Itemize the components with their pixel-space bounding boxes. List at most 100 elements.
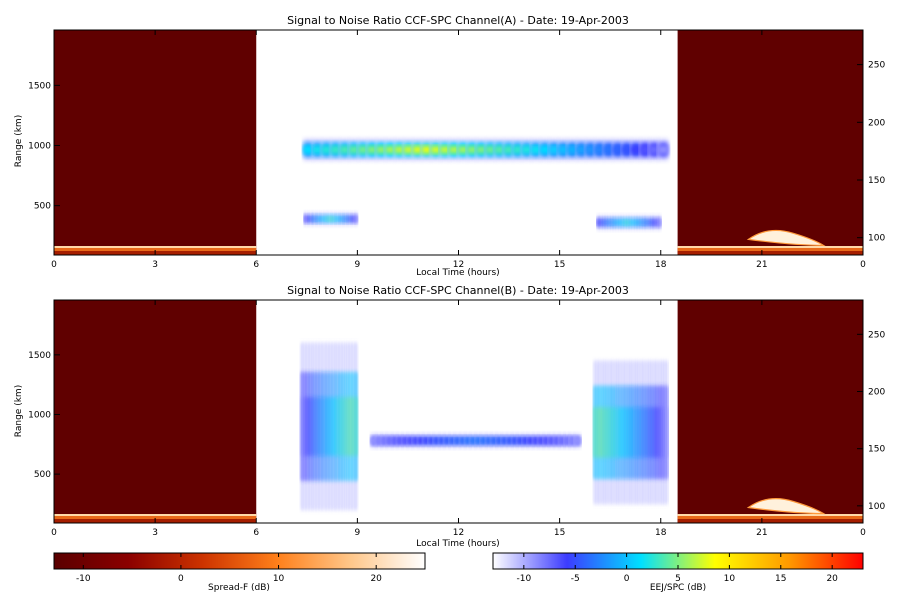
colorbar-tick-label: -5 <box>571 574 580 584</box>
eej-cell <box>635 407 639 458</box>
eej-cell <box>630 407 633 458</box>
eej-cell <box>613 407 617 458</box>
spread-f-echo-band <box>54 246 257 248</box>
right-y-tick-label: 150 <box>868 445 885 455</box>
eej-cell <box>421 145 432 154</box>
eej-cell <box>643 219 646 226</box>
colorbar-tick-label: 20 <box>370 574 382 584</box>
y-tick-label: 1500 <box>28 81 51 91</box>
eej-cell <box>649 145 659 154</box>
eej-cell <box>327 216 330 222</box>
spread-f-colorbar-label: Spread-F (dB) <box>208 583 270 593</box>
eej-cell <box>300 397 303 456</box>
eej-cell <box>503 145 514 154</box>
eej-cell <box>654 407 657 458</box>
eej-cell <box>602 407 606 458</box>
eej-cell <box>303 216 306 222</box>
eej-cell <box>337 216 340 222</box>
spread-f-echo-band <box>677 516 863 519</box>
x-tick-label: 12 <box>453 528 464 538</box>
spread-f-echo-band <box>677 248 863 251</box>
eej-cell <box>567 145 578 154</box>
eej-cell <box>631 145 641 154</box>
eej-cell <box>348 145 359 154</box>
eej-cell <box>485 145 496 154</box>
eej-cell <box>624 407 628 458</box>
eej-cell <box>656 407 659 458</box>
colorbar-tick-label: -10 <box>76 574 91 584</box>
eej-cell <box>417 438 424 444</box>
eej-cell <box>339 216 342 222</box>
eej-cell <box>353 216 356 222</box>
eej-region <box>303 212 358 226</box>
eej-cell <box>641 407 644 458</box>
y-tick-label: 500 <box>34 470 51 480</box>
eej-cell <box>574 438 581 444</box>
eej-cell <box>320 216 323 222</box>
eej-cell <box>347 216 350 222</box>
eej-cell <box>611 407 615 458</box>
eej-cell <box>564 438 571 444</box>
eej-cell <box>325 216 327 222</box>
eej-cell <box>335 397 338 456</box>
eej-cell <box>665 407 669 458</box>
eej-cell <box>609 219 612 226</box>
eej-cell <box>663 407 667 458</box>
eej-cell <box>650 407 654 458</box>
eej-cell <box>603 145 614 154</box>
colorbar-tick-label: 5 <box>675 574 681 584</box>
eej-cell <box>521 145 532 154</box>
eej-cell <box>311 397 314 456</box>
eej-cell <box>548 438 555 444</box>
eej-cell <box>648 407 652 458</box>
eej-cell <box>354 216 357 222</box>
echo-feature <box>746 229 826 246</box>
eej-cell <box>647 407 650 458</box>
eej-spc-colorbar: EEJ/SPC (dB) -10 -5 0 5 10 15 20 <box>492 552 864 593</box>
eej-cell <box>617 407 620 458</box>
eej-cell <box>511 438 518 444</box>
eej-cell <box>610 407 613 458</box>
eej-cell <box>449 438 456 444</box>
eej-cell <box>475 438 482 444</box>
eej-cell <box>594 145 605 154</box>
colorbar-tick-label: 0 <box>178 574 184 584</box>
eej-cell <box>358 145 368 154</box>
eej-cell <box>569 438 576 444</box>
eej-cell <box>323 216 326 222</box>
spread-f-colorbar-gradient <box>53 552 426 570</box>
eej-cell <box>412 145 423 154</box>
eej-cell <box>370 438 377 444</box>
panel-a-xlabel: Local Time (hours) <box>416 268 499 278</box>
eej-cell <box>612 219 615 226</box>
eej-cell <box>312 145 323 154</box>
panel-b-title: Signal to Noise Ratio CCF-SPC Channel(B)… <box>287 284 629 297</box>
eej-cell <box>612 145 623 154</box>
eej-cell <box>501 438 508 444</box>
eej-cell <box>344 397 347 456</box>
eej-cell <box>423 438 429 444</box>
eej-cell <box>334 216 337 222</box>
eej-cell <box>632 407 635 458</box>
eej-cell <box>512 145 523 154</box>
eej-cell <box>312 216 315 222</box>
eej-cell <box>310 216 313 222</box>
eej-region <box>370 433 581 448</box>
eej-cell <box>611 219 614 226</box>
eej-cell <box>655 219 659 226</box>
eej-cell <box>302 397 305 456</box>
eej-cell <box>330 216 333 222</box>
eej-cell <box>614 219 617 226</box>
eej-cell <box>645 407 648 458</box>
eej-cell <box>331 397 334 456</box>
eej-cell <box>480 438 487 444</box>
eej-cell <box>328 397 331 456</box>
eej-cell <box>601 219 604 226</box>
panel-a-plot: 0 3 6 9 12 15 18 21 0 500 1000 1500 100 150 200 250 <box>28 29 885 270</box>
eej-cell <box>307 216 310 222</box>
eej-cell <box>355 397 358 456</box>
y-tick-label: 1000 <box>28 410 51 420</box>
eej-spc-colorbar-label: EEJ/SPC (dB) <box>650 583 706 593</box>
right-y-tick-label: 150 <box>868 176 885 186</box>
eej-cell <box>459 438 466 444</box>
